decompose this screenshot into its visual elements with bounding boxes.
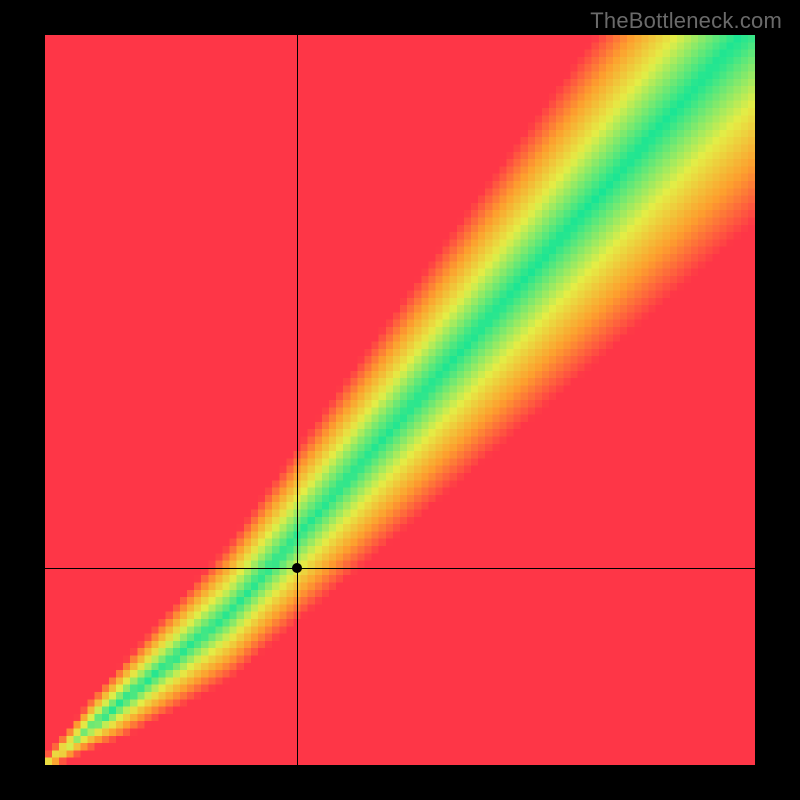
- bottleneck-heatmap: [45, 35, 755, 765]
- plot-area: [45, 35, 755, 765]
- chart-container: TheBottleneck.com: [0, 0, 800, 800]
- watermark-text: TheBottleneck.com: [590, 8, 782, 34]
